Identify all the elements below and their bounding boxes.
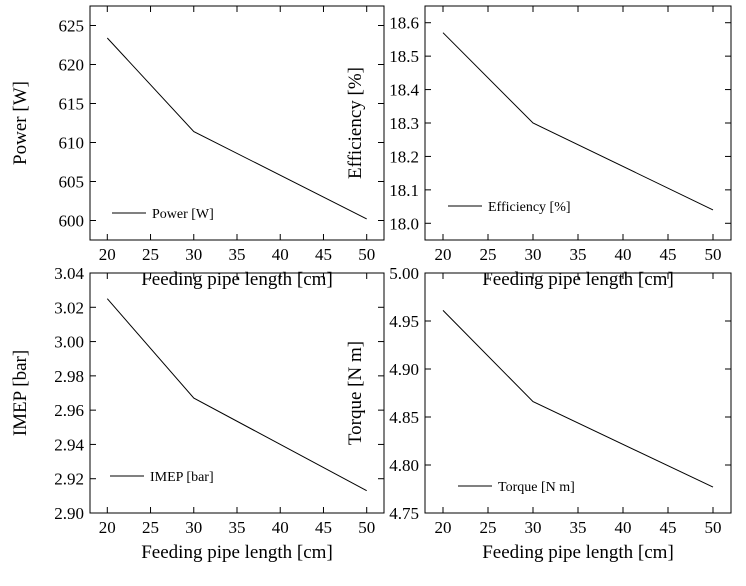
x-axis-title: Feeding pipe length [cm] [141, 269, 333, 290]
y-tick-label: 600 [59, 212, 85, 231]
y-axis-title: Torque [N m] [345, 341, 366, 445]
plot-frame [424, 5, 732, 241]
y-tick-label: 18.1 [389, 181, 419, 200]
x-tick-label: 30 [185, 245, 202, 264]
y-tick-label: 4.95 [389, 312, 419, 331]
y-tick-label: 4.85 [389, 408, 419, 427]
legend-label: Torque [N m] [498, 480, 575, 495]
x-tick-label: 30 [525, 245, 542, 264]
y-tick-label: 625 [59, 17, 85, 36]
plot-frame [424, 272, 732, 514]
x-tick-label: 40 [615, 518, 632, 537]
y-tick-label: 4.75 [389, 504, 419, 523]
plot-frame [89, 272, 385, 514]
x-tick-label: 20 [99, 518, 116, 537]
x-tick-label: 30 [185, 518, 202, 537]
x-tick-label: 50 [358, 518, 375, 537]
series-line-4 [442, 310, 714, 488]
x-tick-label: 50 [705, 245, 722, 264]
chart-panel-4: 20 25 30 35 40 45 50 4.75 4.80 4.85 4.90 4.95 5.00 Fe… [345, 264, 732, 563]
y-tick-label: 18.3 [389, 114, 419, 133]
x-tick-label: 25 [480, 245, 497, 264]
x-tick-label: 50 [358, 245, 375, 264]
y-tick-label: 2.94 [54, 435, 84, 454]
y-tick-label: 4.80 [389, 456, 419, 475]
y-tick-label: 2.96 [54, 401, 84, 420]
chart-panel-2: 20 25 30 35 40 45 50 18.0 18.1 18.2 18.3 18.4 18.5 18… [345, 5, 732, 290]
y-tick-label: 18.6 [389, 14, 419, 33]
y-tick-label: 605 [59, 173, 85, 192]
x-tick-label: 35 [570, 518, 587, 537]
y-tick-label: 3.04 [54, 264, 84, 283]
x-tick-label: 25 [142, 518, 159, 537]
y-tick-label: 4.90 [389, 360, 419, 379]
x-tick-label: 50 [705, 518, 722, 537]
y-axis-title: IMEP [bar] [10, 350, 31, 436]
y-tick-label: 2.90 [54, 504, 84, 523]
chart-panel-1: 20 25 30 35 40 45 50 600 605 610 615 620 625 Feeding … [10, 5, 385, 290]
y-axis-title: Efficiency [%] [345, 67, 366, 179]
y-tick-label: 3.00 [54, 333, 84, 352]
y-tick-label: 18.5 [389, 47, 419, 66]
x-axis-title: Feeding pipe length [cm] [482, 542, 674, 563]
x-tick-label: 20 [435, 245, 452, 264]
x-tick-label: 45 [315, 245, 332, 264]
chart-panel-3: 20 25 30 35 40 45 50 2.90 2.92 2.94 2.96 2.98 3.00 3.… [10, 264, 385, 563]
x-tick-label: 20 [435, 518, 452, 537]
x-axis-title: Feeding pipe length [cm] [141, 542, 333, 563]
series-line-1 [106, 37, 367, 220]
x-tick-label: 25 [142, 245, 159, 264]
y-tick-label: 2.98 [54, 367, 84, 386]
x-tick-label: 45 [660, 518, 677, 537]
series-line-3 [106, 298, 367, 492]
x-tick-label: 40 [615, 245, 632, 264]
legend-label: Power [W] [152, 207, 214, 222]
x-tick-label: 35 [229, 245, 246, 264]
y-tick-label: 620 [59, 56, 85, 75]
x-tick-label: 40 [272, 518, 289, 537]
legend-label: Efficiency [%] [488, 200, 571, 215]
y-tick-label: 18.2 [389, 147, 419, 166]
y-tick-label: 2.92 [54, 470, 84, 489]
x-tick-label: 20 [99, 245, 116, 264]
x-tick-label: 35 [570, 245, 587, 264]
series-line-2 [442, 32, 714, 211]
x-tick-label: 35 [229, 518, 246, 537]
y-tick-label: 18.0 [389, 214, 419, 233]
y-tick-label: 18.4 [389, 81, 419, 100]
x-tick-label: 40 [272, 245, 289, 264]
x-tick-label: 30 [525, 518, 542, 537]
x-tick-label: 45 [660, 245, 677, 264]
y-tick-label: 3.02 [54, 298, 84, 317]
x-tick-label: 45 [315, 518, 332, 537]
y-tick-label: 615 [59, 95, 85, 114]
x-tick-label: 25 [480, 518, 497, 537]
y-tick-label: 610 [59, 134, 85, 153]
y-axis-title: Power [W] [10, 81, 31, 165]
y-tick-label: 5.00 [389, 264, 419, 283]
x-axis-title: Feeding pipe length [cm] [482, 269, 674, 290]
legend-label: IMEP [bar] [150, 470, 214, 485]
